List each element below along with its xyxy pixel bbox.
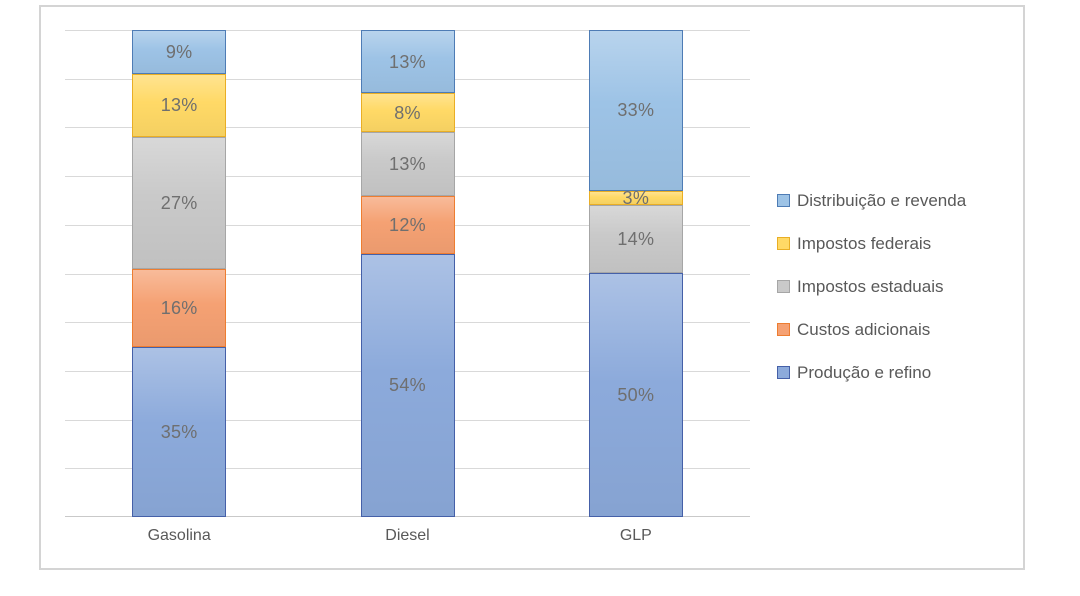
segment-label: 50% <box>617 385 655 406</box>
bar-diesel: 13% 8% 13% 12% 54% <box>360 30 455 517</box>
bar-segment: 33% <box>588 30 683 191</box>
segment-label: 27% <box>160 192 198 213</box>
bar-segment: 13% <box>132 73 227 138</box>
x-axis-label-glp: GLP <box>619 527 652 544</box>
segment-label: 14% <box>617 229 655 250</box>
legend: Distribuição e revenda Impostos federais I… <box>777 179 966 394</box>
bar-segment: 3% <box>588 188 683 209</box>
bar-segment: 8% <box>360 93 455 133</box>
bar-segment: 27% <box>132 137 227 269</box>
plot-area: 9% 13% 27% 16% 35% Gasolina 13% 8% 13% 12% 54% Dies… <box>65 30 750 544</box>
legend-label: Custos adicionais <box>797 319 931 339</box>
legend-swatch <box>777 280 790 293</box>
legend-item: Custos adicionais <box>777 308 966 351</box>
bar-segment: 12% <box>360 195 455 254</box>
segment-label: 9% <box>165 41 193 62</box>
bar-segment: 54% <box>360 253 455 517</box>
bar-gasolina: 9% 13% 27% 16% 35% <box>132 30 227 517</box>
legend-item: Distribuição e revenda <box>777 179 966 222</box>
segment-label: 8% <box>394 102 421 123</box>
chart-frame: 9% 13% 27% 16% 35% Gasolina 13% 8% 13% 12% 54% Dies… <box>39 5 1025 570</box>
legend-item: Impostos federais <box>777 222 966 265</box>
legend-swatch <box>777 323 790 336</box>
segment-label: 33% <box>617 100 655 121</box>
segment-label: 16% <box>160 297 198 318</box>
segment-label: 13% <box>389 153 426 174</box>
segment-label: 13% <box>160 95 198 116</box>
bar-segment: 50% <box>588 273 683 517</box>
bar-segment: 14% <box>588 205 683 274</box>
bar-glp: 33% 3% 14% 50% <box>588 30 683 517</box>
legend-label: Impostos estaduais <box>797 276 944 296</box>
legend-label: Produção e refino <box>797 362 932 382</box>
legend-swatch <box>777 237 790 250</box>
legend-item: Produção e refino <box>777 351 966 394</box>
bar-segment: 16% <box>132 268 227 347</box>
bar-segment: 9% <box>132 30 227 74</box>
legend-label: Impostos federais <box>797 233 932 253</box>
legend-swatch <box>777 194 790 207</box>
segment-label: 12% <box>389 214 426 235</box>
legend-item: Impostos estaduais <box>777 265 966 308</box>
bar-segment: 13% <box>360 132 455 196</box>
legend-label: Distribuição e revenda <box>797 190 967 210</box>
segment-label: 54% <box>389 375 426 396</box>
bar-segment: 13% <box>360 30 455 94</box>
bar-segment: 35% <box>132 346 227 517</box>
segment-label: 35% <box>160 421 198 442</box>
segment-label: 3% <box>622 188 650 209</box>
legend-swatch <box>777 366 790 379</box>
x-axis-label-gasolina: Gasolina <box>147 527 211 544</box>
segment-label: 13% <box>389 51 426 72</box>
x-axis-label-diesel: Diesel <box>385 527 430 544</box>
